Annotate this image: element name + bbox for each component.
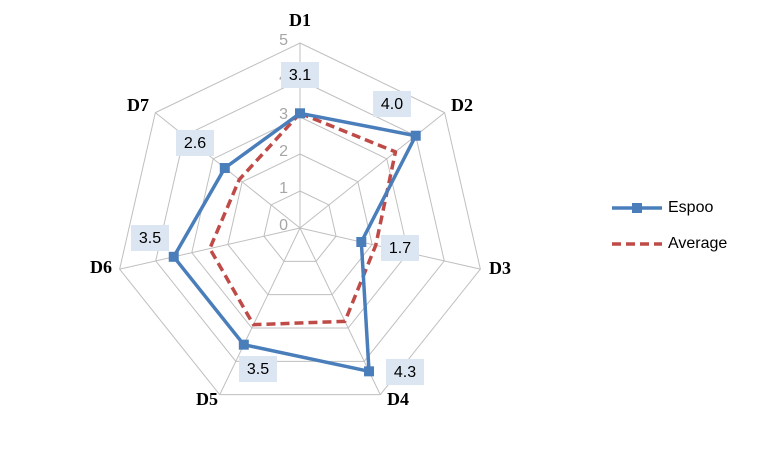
grid-ring [227, 153, 373, 296]
spoke [299, 112, 445, 229]
value-label: 3.1 [289, 67, 311, 84]
value-label-box [373, 91, 411, 117]
marker [364, 366, 375, 377]
grid-ring [155, 79, 445, 362]
marker [356, 236, 367, 247]
legend-label: Espoo [668, 199, 713, 216]
marker [168, 251, 179, 262]
r-tick-label: 2 [279, 143, 288, 160]
value-label-box [281, 62, 319, 88]
grid-ring [263, 190, 337, 262]
category-label: D3 [489, 258, 511, 278]
value-label-box [386, 359, 424, 385]
category-label: D5 [196, 389, 218, 409]
value-label: 1.7 [389, 240, 411, 257]
value-label-box [176, 130, 214, 156]
category-label: D4 [387, 389, 409, 409]
series-line [171, 111, 418, 374]
legend-marker [632, 203, 642, 213]
spoke [119, 227, 301, 270]
r-tick-label: 1 [279, 180, 288, 197]
r-tick-label: 3 [279, 106, 288, 123]
marker [238, 339, 249, 350]
value-label-box [131, 225, 169, 251]
spoke [219, 227, 301, 395]
value-label-box [381, 235, 419, 261]
r-tick-label: 0 [279, 217, 288, 234]
category-label: D6 [90, 257, 112, 277]
r-tick-label: 5 [279, 32, 288, 49]
grid-ring [119, 42, 481, 396]
legend-label: Average [668, 235, 727, 252]
value-label: 3.5 [139, 230, 161, 247]
marker [295, 108, 305, 119]
category-label: D2 [451, 95, 473, 115]
value-label: 4.0 [381, 96, 403, 113]
value-label-box [239, 356, 277, 382]
value-label: 3.5 [247, 361, 269, 378]
series-line [208, 111, 398, 327]
value-label: 2.6 [184, 135, 206, 152]
marker [219, 163, 230, 174]
category-label: D1 [289, 10, 311, 30]
category-label: D7 [127, 95, 149, 115]
value-label: 4.3 [394, 364, 416, 381]
marker [410, 130, 421, 141]
